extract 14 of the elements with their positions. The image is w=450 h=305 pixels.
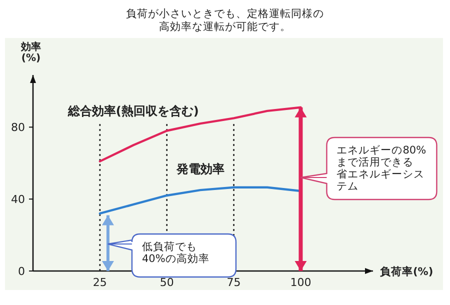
x-tick-label: 25 xyxy=(92,276,107,289)
chart-title: 負荷が小さいときでも、定格運転同様の高効率な運転が可能です。 xyxy=(126,7,324,33)
x-tick-label: 100 xyxy=(290,276,312,289)
x-tick-label: 75 xyxy=(226,276,241,289)
y-tick-label: 0 xyxy=(18,265,25,278)
y-axis-title: 効率 (%) xyxy=(20,41,41,64)
annotation: 低負荷でも40%の高効率 xyxy=(142,240,210,266)
x-tick-label: 50 xyxy=(160,276,174,289)
y-tick-label: 80 xyxy=(11,121,25,134)
series-label: 発電効率 xyxy=(175,162,224,176)
x-axis-title: 負荷率(%) xyxy=(380,265,434,278)
series-label: 総合効率(熱回収を含む) xyxy=(66,104,199,118)
y-tick-label: 40 xyxy=(11,193,25,206)
annotation: エネルギーの80%まで活用できる省エネルギーシステム xyxy=(336,144,426,192)
